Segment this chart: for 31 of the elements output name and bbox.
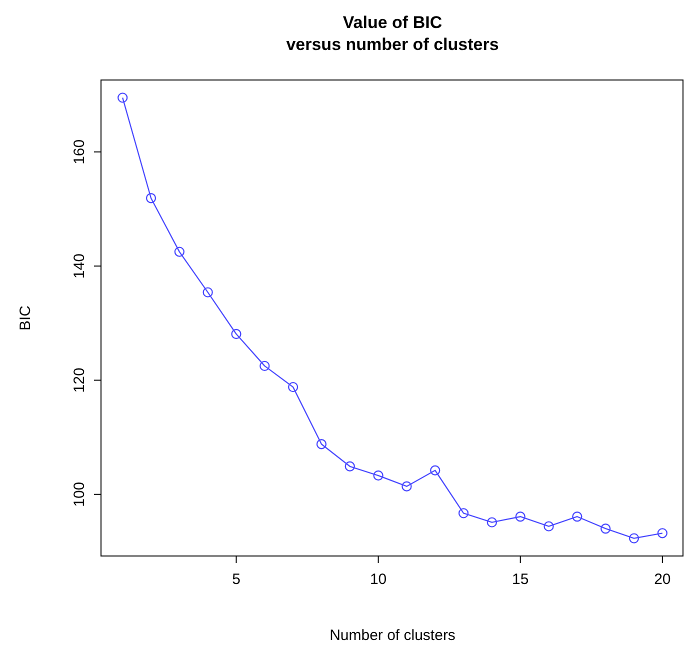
point xyxy=(373,470,384,481)
point xyxy=(202,287,213,298)
y-tick-label: 120 xyxy=(71,368,88,393)
point xyxy=(572,512,582,522)
point xyxy=(430,465,440,476)
point xyxy=(458,508,469,518)
point xyxy=(657,528,668,538)
point xyxy=(316,439,327,450)
chart-title: Value of BIC versus number of clusters xyxy=(286,13,499,54)
point xyxy=(260,360,270,372)
point xyxy=(515,512,526,522)
point xyxy=(231,328,242,340)
x-tick-label: 5 xyxy=(232,571,240,588)
y-axis-title: BIC xyxy=(17,305,34,331)
y-tick-label: 160 xyxy=(71,139,88,164)
point xyxy=(600,524,611,534)
point xyxy=(117,92,128,103)
point xyxy=(174,246,185,257)
point xyxy=(486,517,498,528)
point xyxy=(344,461,355,472)
point xyxy=(544,521,554,532)
x-tick-label: 10 xyxy=(370,571,387,588)
point xyxy=(146,193,156,204)
x-tick-label: 15 xyxy=(512,571,529,588)
point xyxy=(288,382,298,392)
x-tick-label: 20 xyxy=(654,571,671,588)
y-tick-label: 100 xyxy=(71,482,88,507)
point xyxy=(628,533,640,544)
x-axis-title: Number of clusters xyxy=(330,627,456,644)
y-tick-label: 140 xyxy=(71,254,88,279)
point xyxy=(402,481,412,492)
